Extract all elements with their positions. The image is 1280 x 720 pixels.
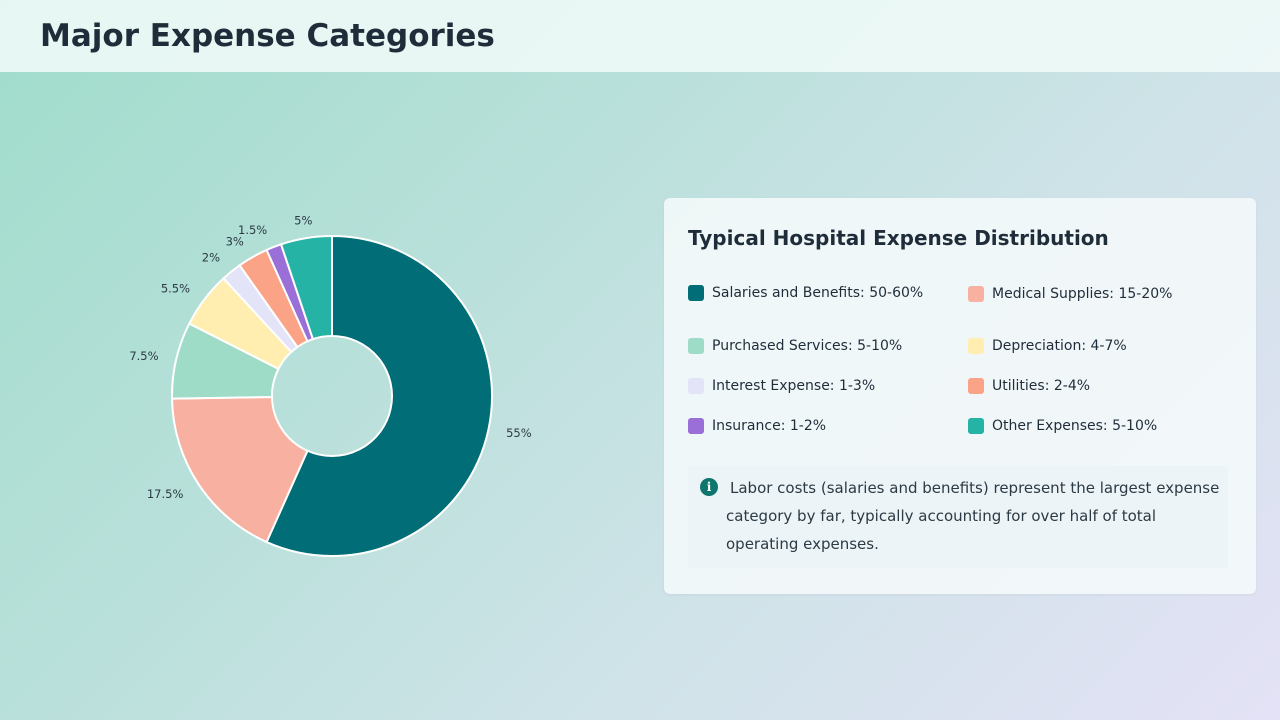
legend-swatch	[968, 338, 984, 354]
slice-label: 17.5%	[147, 487, 184, 501]
legend-label: Medical Supplies: 15-20%	[992, 286, 1173, 302]
page-title: Major Expense Categories	[40, 18, 495, 54]
legend-label: Insurance: 1-2%	[712, 418, 827, 434]
slice-salaries-and-benefits	[265, 234, 493, 557]
slice-label: 2%	[202, 251, 220, 265]
legend-item-purchased-services: Purchased Services: 5-10%	[688, 338, 902, 354]
legend-swatch	[968, 286, 984, 302]
legend-item-insurance: Insurance: 1-2%	[688, 418, 826, 434]
legend-swatch	[688, 418, 704, 434]
legend-label: Depreciation: 4-7%	[992, 338, 1127, 354]
slice-label: 3%	[226, 234, 244, 248]
legend-swatch	[968, 418, 984, 434]
info-icon: i	[700, 478, 718, 496]
legend-item-interest-expense: Interest Expense: 1-3%	[688, 378, 875, 394]
header: Major Expense Categories	[0, 0, 1280, 72]
slice-other-expenses	[279, 234, 333, 341]
legend-swatch	[688, 338, 704, 354]
legend-swatch	[688, 285, 704, 301]
expense-donut-chart: 55% 17.5% 7.5% 5.5% 2% 3%1.5% 5%	[129, 213, 532, 557]
legend-item-other-expenses: Other Expenses: 5-10%	[968, 418, 1157, 434]
info-note-text: Labor costs (salaries and benefits) repr…	[726, 479, 1220, 553]
info-note: i Labor costs (salaries and benefits) re…	[688, 466, 1228, 568]
slice-label: 1.5%	[238, 223, 267, 237]
legend-panel: Typical Hospital Expense Distribution Sa…	[664, 198, 1256, 594]
slice-label: 7.5%	[129, 349, 158, 363]
slice-label: 5%	[294, 213, 312, 227]
legend-item-salaries: Salaries and Benefits: 50-60%	[688, 285, 923, 301]
panel-title: Typical Hospital Expense Distribution	[688, 226, 1109, 250]
legend-label: Interest Expense: 1-3%	[712, 378, 876, 394]
slice-label: 55%	[506, 426, 532, 440]
legend-item-medical-supplies: Medical Supplies: 15-20%	[968, 286, 1172, 302]
legend-item-utilities: Utilities: 2-4%	[968, 378, 1090, 394]
legend-item-depreciation: Depreciation: 4-7%	[968, 338, 1127, 354]
legend-swatch	[968, 378, 984, 394]
legend-swatch	[688, 378, 704, 394]
slice-label: 5.5%	[161, 282, 190, 296]
legend-label: Other Expenses: 5-10%	[992, 418, 1158, 434]
slice-medical-supplies	[171, 395, 309, 544]
legend-label: Purchased Services: 5-10%	[712, 338, 903, 354]
legend-label: Utilities: 2-4%	[992, 378, 1091, 394]
legend-label: Salaries and Benefits: 50-60%	[712, 285, 924, 301]
